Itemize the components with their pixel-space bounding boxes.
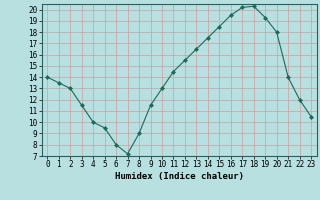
X-axis label: Humidex (Indice chaleur): Humidex (Indice chaleur) (115, 172, 244, 181)
